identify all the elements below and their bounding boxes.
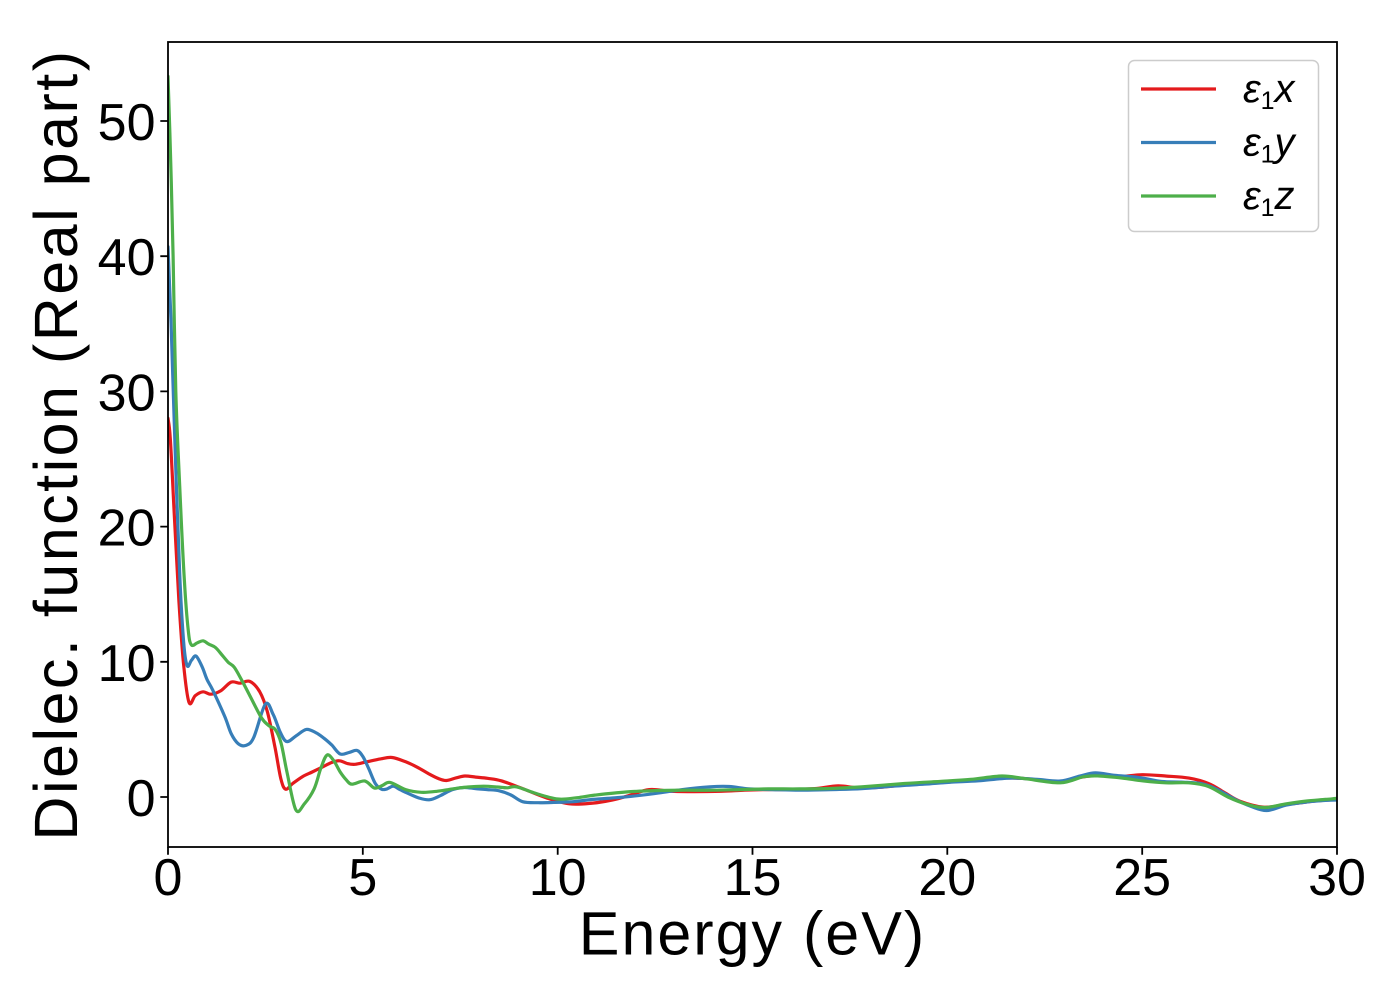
svg-text:40: 40 [98, 229, 156, 287]
svg-text:20: 20 [98, 500, 156, 558]
svg-text:10: 10 [529, 849, 587, 907]
svg-text:25: 25 [1113, 849, 1171, 907]
svg-text:Energy (eV): Energy (eV) [579, 900, 926, 968]
svg-text:30: 30 [1308, 849, 1366, 907]
svg-text:ε1y: ε1y [1243, 121, 1297, 169]
svg-text:5: 5 [348, 849, 377, 907]
svg-text:50: 50 [98, 94, 156, 152]
svg-text:20: 20 [918, 849, 976, 907]
svg-text:10: 10 [98, 635, 156, 693]
svg-text:15: 15 [724, 849, 782, 907]
svg-text:ε1x: ε1x [1243, 67, 1296, 115]
svg-text:0: 0 [127, 770, 156, 828]
svg-text:ε1z: ε1z [1243, 174, 1294, 222]
svg-text:30: 30 [98, 364, 156, 422]
svg-text:Dielec. function (Real part): Dielec. function (Real part) [22, 48, 90, 840]
svg-text:0: 0 [154, 849, 183, 907]
